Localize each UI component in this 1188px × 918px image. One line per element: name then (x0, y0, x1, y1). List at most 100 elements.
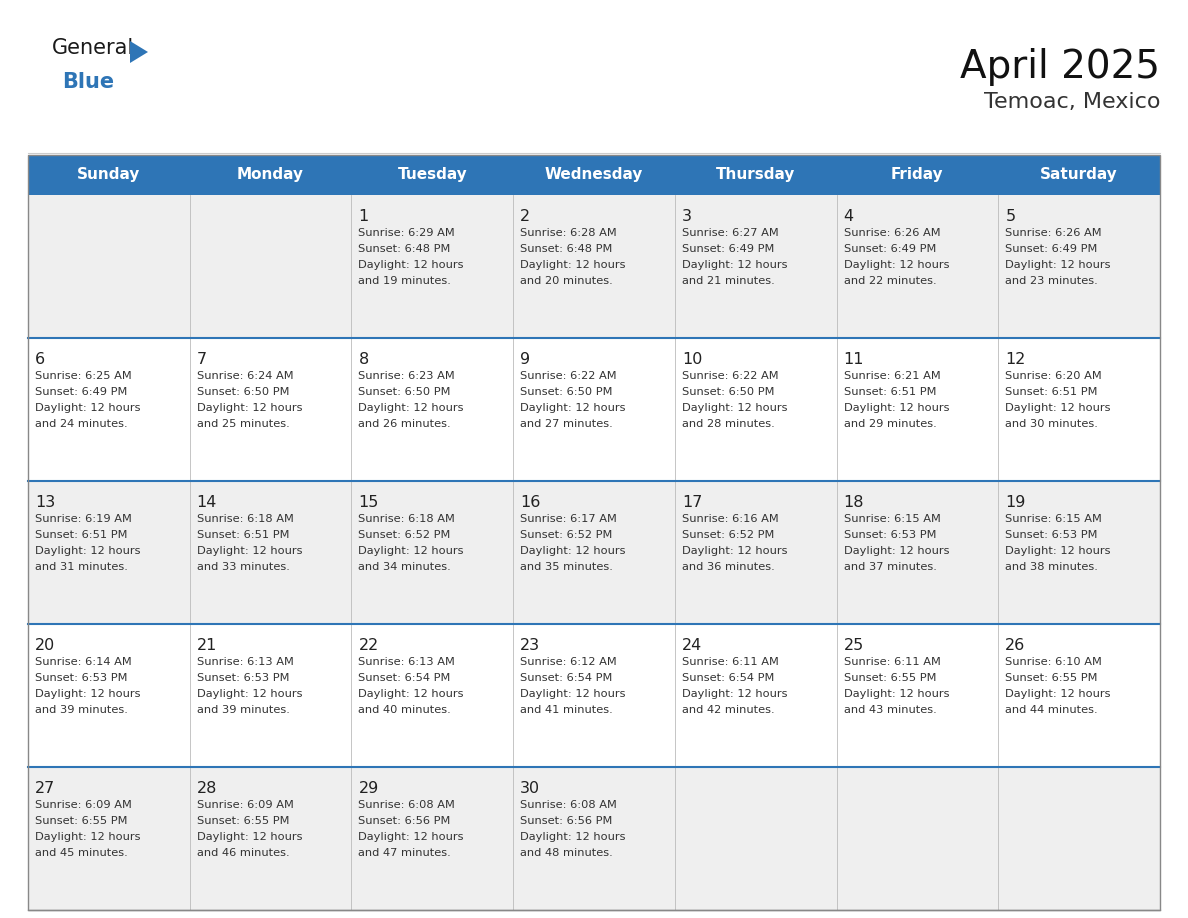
Text: 21: 21 (197, 638, 217, 653)
Text: 14: 14 (197, 495, 217, 510)
Text: Sunrise: 6:13 AM: Sunrise: 6:13 AM (197, 657, 293, 667)
Text: 20: 20 (34, 638, 56, 653)
Text: Daylight: 12 hours: Daylight: 12 hours (359, 546, 465, 556)
Text: Sunrise: 6:15 AM: Sunrise: 6:15 AM (1005, 514, 1102, 524)
Text: 29: 29 (359, 781, 379, 796)
Text: 9: 9 (520, 352, 530, 367)
Text: 25: 25 (843, 638, 864, 653)
Text: Sunset: 6:51 PM: Sunset: 6:51 PM (1005, 387, 1098, 397)
Text: Daylight: 12 hours: Daylight: 12 hours (359, 260, 465, 270)
Text: 10: 10 (682, 352, 702, 367)
Text: and 29 minutes.: and 29 minutes. (843, 419, 936, 429)
Text: Sunset: 6:54 PM: Sunset: 6:54 PM (359, 673, 450, 683)
Text: and 40 minutes.: and 40 minutes. (359, 705, 451, 715)
Text: Friday: Friday (891, 167, 943, 183)
Text: Sunset: 6:49 PM: Sunset: 6:49 PM (843, 244, 936, 254)
Text: and 46 minutes.: and 46 minutes. (197, 848, 290, 858)
Bar (29, 624, 1159, 767)
Text: Sunset: 6:56 PM: Sunset: 6:56 PM (520, 816, 613, 826)
Text: Thursday: Thursday (716, 167, 796, 183)
Text: Sunrise: 6:15 AM: Sunrise: 6:15 AM (843, 514, 941, 524)
Text: and 24 minutes.: and 24 minutes. (34, 419, 127, 429)
Text: Daylight: 12 hours: Daylight: 12 hours (359, 832, 465, 842)
Text: Sunrise: 6:23 AM: Sunrise: 6:23 AM (359, 371, 455, 381)
Text: and 28 minutes.: and 28 minutes. (682, 419, 775, 429)
Text: Sunset: 6:55 PM: Sunset: 6:55 PM (843, 673, 936, 683)
Text: and 37 minutes.: and 37 minutes. (843, 562, 936, 572)
Text: and 43 minutes.: and 43 minutes. (843, 705, 936, 715)
Text: Daylight: 12 hours: Daylight: 12 hours (843, 403, 949, 413)
Text: Daylight: 12 hours: Daylight: 12 hours (520, 546, 626, 556)
Bar (29, 481, 1159, 624)
Text: Daylight: 12 hours: Daylight: 12 hours (843, 689, 949, 699)
Text: Sunset: 6:51 PM: Sunset: 6:51 PM (34, 530, 127, 540)
Text: Daylight: 12 hours: Daylight: 12 hours (359, 403, 465, 413)
Text: Sunrise: 6:26 AM: Sunrise: 6:26 AM (1005, 228, 1102, 238)
Text: and 38 minutes.: and 38 minutes. (1005, 562, 1098, 572)
Text: Sunrise: 6:09 AM: Sunrise: 6:09 AM (197, 800, 293, 810)
Text: and 21 minutes.: and 21 minutes. (682, 276, 775, 286)
Text: 26: 26 (1005, 638, 1025, 653)
Text: and 20 minutes.: and 20 minutes. (520, 276, 613, 286)
Text: Sunrise: 6:11 AM: Sunrise: 6:11 AM (682, 657, 778, 667)
Text: Sunrise: 6:22 AM: Sunrise: 6:22 AM (682, 371, 778, 381)
Text: and 35 minutes.: and 35 minutes. (520, 562, 613, 572)
Text: 19: 19 (1005, 495, 1025, 510)
Text: Sunset: 6:49 PM: Sunset: 6:49 PM (1005, 244, 1098, 254)
Text: 24: 24 (682, 638, 702, 653)
Bar (29, 338, 1159, 481)
Text: and 47 minutes.: and 47 minutes. (359, 848, 451, 858)
Text: Sunrise: 6:28 AM: Sunrise: 6:28 AM (520, 228, 617, 238)
Text: Sunset: 6:53 PM: Sunset: 6:53 PM (197, 673, 289, 683)
Text: Sunset: 6:53 PM: Sunset: 6:53 PM (1005, 530, 1098, 540)
Text: Sunrise: 6:08 AM: Sunrise: 6:08 AM (359, 800, 455, 810)
Text: Sunrise: 6:10 AM: Sunrise: 6:10 AM (1005, 657, 1102, 667)
Text: Sunset: 6:51 PM: Sunset: 6:51 PM (843, 387, 936, 397)
Text: Daylight: 12 hours: Daylight: 12 hours (520, 832, 626, 842)
Text: and 30 minutes.: and 30 minutes. (1005, 419, 1098, 429)
Text: Daylight: 12 hours: Daylight: 12 hours (197, 832, 302, 842)
Text: Sunset: 6:50 PM: Sunset: 6:50 PM (359, 387, 451, 397)
Text: Sunrise: 6:26 AM: Sunrise: 6:26 AM (843, 228, 940, 238)
Text: Sunset: 6:55 PM: Sunset: 6:55 PM (197, 816, 289, 826)
Text: 8: 8 (359, 352, 368, 367)
Text: and 25 minutes.: and 25 minutes. (197, 419, 290, 429)
Text: Sunset: 6:50 PM: Sunset: 6:50 PM (520, 387, 613, 397)
Text: General: General (52, 38, 134, 58)
Text: Daylight: 12 hours: Daylight: 12 hours (34, 546, 140, 556)
Text: Daylight: 12 hours: Daylight: 12 hours (1005, 403, 1111, 413)
Text: 23: 23 (520, 638, 541, 653)
Text: Sunset: 6:50 PM: Sunset: 6:50 PM (197, 387, 289, 397)
Text: Daylight: 12 hours: Daylight: 12 hours (34, 689, 140, 699)
Text: 1: 1 (359, 209, 368, 224)
Text: Sunset: 6:55 PM: Sunset: 6:55 PM (34, 816, 127, 826)
Text: Sunrise: 6:22 AM: Sunrise: 6:22 AM (520, 371, 617, 381)
Text: Sunrise: 6:11 AM: Sunrise: 6:11 AM (843, 657, 941, 667)
Text: Sunset: 6:54 PM: Sunset: 6:54 PM (682, 673, 775, 683)
Text: Daylight: 12 hours: Daylight: 12 hours (197, 403, 302, 413)
Text: Daylight: 12 hours: Daylight: 12 hours (34, 832, 140, 842)
Text: Sunset: 6:56 PM: Sunset: 6:56 PM (359, 816, 450, 826)
Bar (29, 195, 1159, 338)
Text: Sunrise: 6:20 AM: Sunrise: 6:20 AM (1005, 371, 1102, 381)
Text: 22: 22 (359, 638, 379, 653)
Text: Sunset: 6:52 PM: Sunset: 6:52 PM (682, 530, 775, 540)
Text: Sunset: 6:55 PM: Sunset: 6:55 PM (1005, 673, 1098, 683)
Text: Sunrise: 6:27 AM: Sunrise: 6:27 AM (682, 228, 778, 238)
Bar (29, 767, 1159, 910)
Text: Sunset: 6:51 PM: Sunset: 6:51 PM (197, 530, 289, 540)
Text: Sunset: 6:50 PM: Sunset: 6:50 PM (682, 387, 775, 397)
Text: and 33 minutes.: and 33 minutes. (197, 562, 290, 572)
Text: 30: 30 (520, 781, 541, 796)
Text: 18: 18 (843, 495, 864, 510)
Text: Daylight: 12 hours: Daylight: 12 hours (520, 403, 626, 413)
Text: Sunrise: 6:29 AM: Sunrise: 6:29 AM (359, 228, 455, 238)
Text: Sunrise: 6:18 AM: Sunrise: 6:18 AM (359, 514, 455, 524)
Text: Sunrise: 6:14 AM: Sunrise: 6:14 AM (34, 657, 132, 667)
Text: Sunrise: 6:18 AM: Sunrise: 6:18 AM (197, 514, 293, 524)
Text: Sunrise: 6:24 AM: Sunrise: 6:24 AM (197, 371, 293, 381)
Text: Daylight: 12 hours: Daylight: 12 hours (843, 546, 949, 556)
Text: Sunrise: 6:12 AM: Sunrise: 6:12 AM (520, 657, 617, 667)
Text: and 42 minutes.: and 42 minutes. (682, 705, 775, 715)
Text: Sunday: Sunday (77, 167, 140, 183)
